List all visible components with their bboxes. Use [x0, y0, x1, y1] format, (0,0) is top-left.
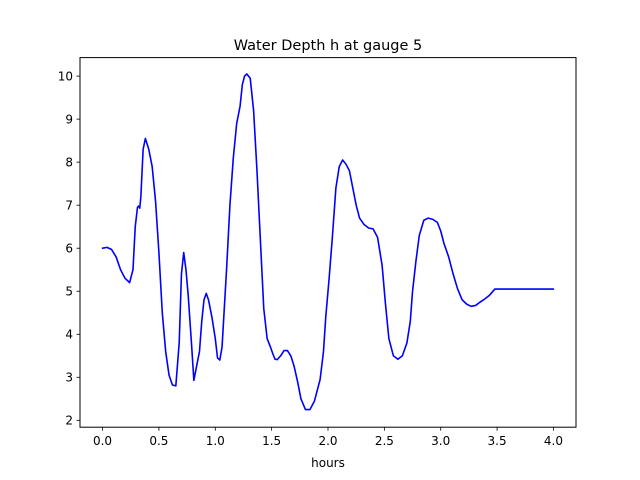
x-tick-label: 3.0 [431, 434, 450, 448]
x-tick-label: 0.5 [149, 434, 168, 448]
y-tick-label: 9 [65, 112, 73, 126]
x-tick-label: 4.0 [544, 434, 563, 448]
chart-title: Water Depth h at gauge 5 [234, 38, 422, 54]
x-tick-label: 0.0 [93, 434, 112, 448]
y-axis: 2 3 4 5 6 7 8 9 10 [58, 69, 80, 428]
x-tick-label: 2.5 [375, 434, 394, 448]
x-axis: 0.0 0.5 1.0 1.5 2.0 2.5 3.0 3.5 4.0 [93, 427, 563, 448]
y-tick-label: 4 [65, 328, 73, 342]
plot-area [79, 57, 577, 428]
x-tick-label: 1.5 [262, 434, 281, 448]
y-tick-label: 5 [65, 285, 73, 299]
y-tick-label: 8 [65, 155, 73, 169]
x-axis-label: hours [311, 456, 345, 470]
series-line-0 [101, 73, 555, 411]
x-tick-label: 2.0 [318, 434, 337, 448]
y-tick-label: 10 [58, 69, 73, 83]
series-layer [101, 73, 555, 411]
x-tick-label: 3.5 [488, 434, 507, 448]
y-tick-label: 6 [65, 242, 73, 256]
x-tick-label: 1.0 [206, 434, 225, 448]
y-tick-label: 7 [65, 198, 73, 212]
y-tick-label: 3 [65, 371, 73, 385]
y-tick-label: 2 [65, 414, 73, 428]
